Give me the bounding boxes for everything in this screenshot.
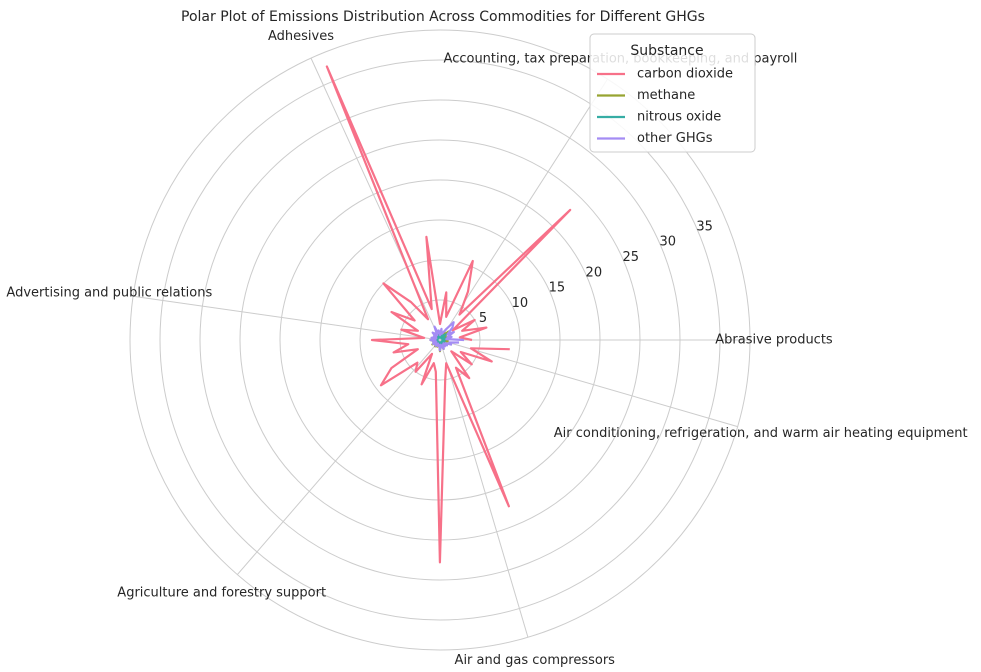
legend-label: nitrous oxide	[637, 110, 721, 125]
y-tick-label: 15	[549, 281, 566, 296]
y-tick-label: 30	[659, 235, 676, 250]
legend-label: carbon dioxide	[637, 67, 733, 82]
series-line	[429, 321, 465, 352]
grid-spoke	[133, 295, 441, 341]
grid-spoke	[439, 339, 529, 638]
legend-label: other GHGs	[637, 131, 713, 146]
x-tick-label: Air and gas compressors	[455, 653, 616, 668]
y-tick-label: 20	[586, 265, 603, 280]
legend-box	[589, 33, 756, 153]
grid-spoke	[439, 339, 738, 428]
chart-title: Polar Plot of Emissions Distribution Acr…	[181, 9, 705, 25]
x-tick-label: Adhesives	[268, 29, 334, 44]
y-tick-label: 5	[479, 311, 487, 326]
y-tick-label: 35	[696, 219, 713, 234]
grid-spoke	[236, 339, 441, 575]
grid-spoke	[439, 78, 608, 341]
legend-title: Substance	[630, 43, 703, 59]
legend: Substance carbon dioxide methane nitrous ox…	[589, 33, 756, 153]
x-tick-label: Abrasive products	[715, 333, 833, 348]
x-tick-label: Air conditioning, refrigeration, and war…	[554, 426, 968, 441]
y-tick-label: 25	[623, 250, 640, 265]
y-tick-label: 10	[512, 296, 529, 311]
legend-label: methane	[637, 88, 695, 103]
series-line	[325, 65, 572, 564]
x-tick-label: Agriculture and forestry support	[117, 585, 326, 600]
x-tick-label: Advertising and public relations	[6, 285, 212, 300]
